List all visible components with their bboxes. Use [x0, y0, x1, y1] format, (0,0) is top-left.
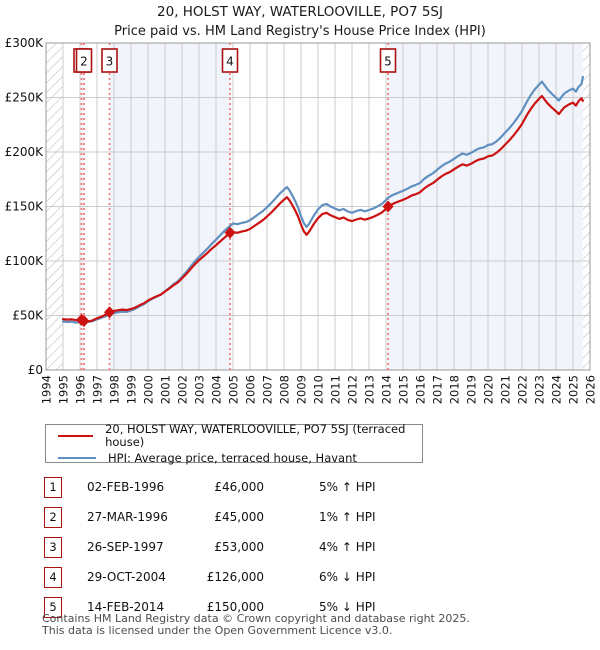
x-tick-label: 2021	[499, 375, 513, 404]
x-tick-label: 2003	[193, 375, 207, 404]
sale-marker	[382, 200, 394, 213]
transaction-hpi-change: 1% ↑ HPI	[319, 510, 376, 524]
x-tick-label: 2013	[363, 375, 377, 404]
x-tick-label: 2025	[567, 375, 581, 404]
x-tick-label: 2006	[244, 375, 258, 404]
sale-marker	[104, 306, 116, 319]
transaction-number-badge: 4	[44, 566, 62, 588]
x-tick-label: 2014	[380, 375, 394, 404]
sale-flag	[75, 48, 93, 73]
x-tick-label: 2008	[278, 375, 292, 404]
chart-legend: 20, HOLST WAY, WATERLOOVILLE, PO7 5SJ (t…	[45, 421, 423, 465]
x-tick-label: 2005	[227, 375, 241, 404]
x-tick-label: 2007	[261, 375, 275, 404]
x-tick-label: 2011	[329, 375, 343, 404]
transaction-price: £126,000	[206, 570, 264, 584]
transaction-price: £46,000	[214, 480, 264, 494]
sale-flag	[379, 48, 397, 73]
x-tick-label: 2001	[159, 375, 173, 404]
transaction-number-badge: 5	[44, 596, 62, 618]
transaction-hpi-change: 4% ↑ HPI	[319, 540, 376, 554]
price-chart-canvas: 12345£0£50K£100K£150K£200K£250K£300K1994…	[5, 36, 598, 404]
legend-entry-hpi: HPI: Average price, terraced house, Hava…	[46, 450, 422, 465]
transaction-price: £53,000	[214, 540, 264, 554]
x-tick-label: 2000	[142, 375, 156, 404]
transaction-date: 02-FEB-1996	[87, 480, 165, 494]
legend-swatch-property-line	[58, 434, 94, 437]
transaction-row: 2 27-MAR-1996 £45,000 1% ↑ HPI	[44, 502, 556, 532]
transaction-price: £45,000	[214, 510, 264, 524]
x-tick-label: 2012	[346, 375, 360, 404]
sale-marker	[78, 314, 90, 327]
transaction-date: 27-MAR-1996	[87, 510, 168, 524]
page-title: 20, HOLST WAY, WATERLOOVILLE, PO7 5SJ	[157, 4, 443, 20]
x-tick-label: 2004	[210, 375, 224, 404]
transaction-hpi-change: 5% ↓ HPI	[319, 600, 376, 614]
series-line-price-paid	[61, 94, 585, 323]
legend-swatch-hpi-line	[58, 457, 96, 459]
x-tick-label: 2023	[533, 375, 547, 404]
y-tick-label: £250K	[5, 91, 45, 105]
x-tick-label: 2002	[176, 375, 190, 404]
x-tick-label: 2022	[516, 375, 530, 404]
x-tick-label: 2015	[397, 375, 411, 404]
x-tick-label: 2024	[550, 375, 564, 404]
y-tick-label: £300K	[5, 36, 45, 50]
y-tick-label: £50K	[12, 309, 44, 323]
legend-label-hpi: HPI: Average price, terraced house, Hava…	[108, 450, 357, 465]
y-tick-label: £0	[28, 363, 43, 377]
transaction-number-badge: 2	[44, 506, 62, 528]
x-tick-label: 2019	[465, 375, 479, 404]
footer-license: Contains HM Land Registry data © Crown c…	[42, 613, 582, 637]
x-tick-label: 2026	[584, 375, 598, 404]
page-subtitle: Price paid vs. HM Land Registry's House …	[114, 24, 486, 39]
x-tick-label: 1998	[108, 375, 122, 404]
x-tick-label: 1996	[74, 375, 88, 404]
transaction-hpi-change: 5% ↑ HPI	[319, 480, 376, 494]
x-tick-label: 1995	[57, 375, 71, 404]
transaction-row: 1 02-FEB-1996 £46,000 5% ↑ HPI	[44, 472, 556, 502]
sale-flag-number: 2	[80, 55, 88, 69]
x-tick-label: 1994	[40, 375, 54, 404]
transaction-row: 3 26-SEP-1997 £53,000 4% ↑ HPI	[44, 532, 556, 562]
transaction-table: 1 02-FEB-1996 £46,000 5% ↑ HPI 2 27-MAR-1996 £…	[44, 472, 556, 622]
footer-line1: Contains HM Land Registry data © Crown c…	[42, 612, 470, 625]
sale-flag-number: 4	[226, 55, 234, 69]
legend-label-property: 20, HOLST WAY, WATERLOOVILLE, PO7 5SJ (t…	[105, 421, 406, 449]
sale-flag	[101, 48, 118, 73]
y-tick-label: £200K	[5, 145, 45, 159]
x-tick-label: 1999	[125, 375, 139, 404]
transaction-date: 29-OCT-2004	[87, 570, 166, 584]
transaction-number-badge: 1	[44, 476, 62, 498]
y-tick-label: £150K	[5, 200, 45, 214]
x-tick-label: 1997	[91, 375, 105, 404]
x-tick-label: 2009	[295, 375, 309, 404]
sale-marker	[224, 226, 236, 239]
footer-line2: This data is licensed under the Open Gov…	[42, 624, 393, 637]
x-tick-label: 2010	[312, 375, 326, 404]
x-tick-label: 2020	[482, 375, 496, 404]
transaction-price: £150,000	[206, 600, 264, 614]
sale-flag	[221, 48, 239, 73]
x-tick-label: 2018	[448, 375, 462, 404]
transaction-date: 14-FEB-2014	[87, 600, 165, 614]
transaction-number-badge: 3	[44, 536, 62, 558]
y-tick-label: £100K	[5, 254, 45, 268]
transaction-row: 5 14-FEB-2014 £150,000 5% ↓ HPI	[44, 592, 556, 622]
x-tick-label: 2017	[431, 375, 445, 404]
price-chart: 12345£0£50K£100K£150K£200K£250K£300K1994…	[5, 36, 598, 404]
transaction-row: 4 29-OCT-2004 £126,000 6% ↓ HPI	[44, 562, 556, 592]
x-tick-label: 2016	[414, 375, 428, 404]
legend-entry-property: 20, HOLST WAY, WATERLOOVILLE, PO7 5SJ (t…	[46, 421, 422, 449]
sale-flag-number: 3	[106, 55, 114, 69]
transaction-date: 26-SEP-1997	[87, 540, 164, 554]
sale-flag-number: 5	[384, 55, 392, 69]
transaction-hpi-change: 6% ↓ HPI	[319, 570, 376, 584]
